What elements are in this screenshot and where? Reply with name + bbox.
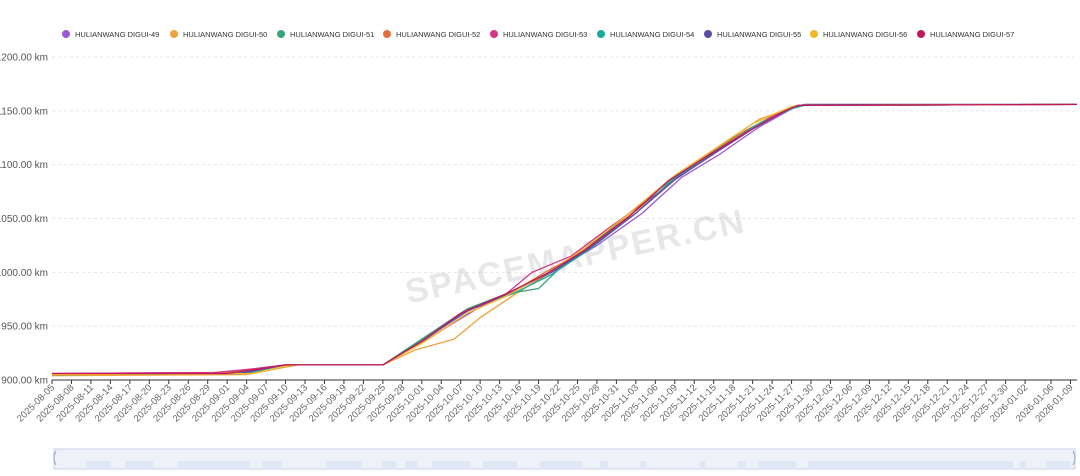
data-zoom-slider[interactable] bbox=[53, 448, 1076, 470]
grid-lines bbox=[52, 56, 1077, 327]
legend-label[interactable]: HULIANWANG DIGUI-57 bbox=[930, 30, 1014, 39]
y-axis: 900.00 km 950.00 km 1000.00 km 1050.00 km 11… bbox=[0, 53, 48, 387]
y-tick-label: 950.00 km bbox=[1, 322, 48, 333]
legend-marker[interactable] bbox=[917, 30, 925, 38]
slider-preview-bar bbox=[640, 461, 646, 469]
legend-marker[interactable] bbox=[490, 30, 498, 38]
x-axis: 2025-08-052025-08-082025-08-112025-08-14… bbox=[15, 379, 1077, 424]
slider-preview-bar bbox=[382, 461, 396, 469]
legend-marker[interactable] bbox=[383, 30, 391, 38]
slider-preview-bar bbox=[600, 461, 608, 469]
slider-preview-bar bbox=[700, 461, 705, 469]
y-tick-label: 1200.00 km bbox=[0, 53, 48, 64]
slider-preview-bar bbox=[178, 461, 250, 469]
legend-label[interactable]: HULIANWANG DIGUI-53 bbox=[503, 30, 587, 39]
slider-preview-bar bbox=[125, 461, 153, 469]
slider-right-handle[interactable] bbox=[1072, 450, 1076, 466]
legend-marker[interactable] bbox=[597, 30, 605, 38]
slider-preview-bar bbox=[808, 461, 1013, 469]
legend-label[interactable]: HULIANWANG DIGUI-54 bbox=[610, 30, 694, 39]
legend-label[interactable]: HULIANWANG DIGUI-51 bbox=[290, 30, 374, 39]
legend-marker[interactable] bbox=[704, 30, 712, 38]
legend-marker[interactable] bbox=[810, 30, 818, 38]
legend-label[interactable]: HULIANWANG DIGUI-50 bbox=[183, 30, 267, 39]
series-lines bbox=[51, 103, 1078, 377]
slider-preview-bar bbox=[1046, 461, 1070, 469]
legend-label[interactable]: HULIANWANG DIGUI-55 bbox=[717, 30, 801, 39]
slider-left-handle[interactable] bbox=[53, 450, 57, 466]
y-tick-label: 1150.00 km bbox=[0, 106, 48, 117]
y-tick-label: 1100.00 km bbox=[0, 160, 48, 171]
legend-marker[interactable] bbox=[277, 30, 285, 38]
legend-label[interactable]: HULIANWANG DIGUI-52 bbox=[396, 30, 480, 39]
y-tick-label: 1050.00 km bbox=[0, 214, 48, 225]
slider-preview-bar bbox=[738, 461, 746, 469]
legend-marker[interactable] bbox=[170, 30, 178, 38]
series-line-9 bbox=[52, 103, 1078, 375]
slider-preview-bar bbox=[1020, 461, 1026, 469]
slider-preview-bar bbox=[86, 461, 111, 469]
slider-preview-bar bbox=[758, 461, 796, 469]
slider-preview-bar bbox=[432, 461, 470, 469]
legend-marker[interactable] bbox=[62, 30, 70, 38]
slider-preview-bar bbox=[262, 461, 282, 469]
y-tick-label: 900.00 km bbox=[1, 376, 48, 387]
slider-preview-bar bbox=[405, 461, 417, 469]
y-tick-label: 1000.00 km bbox=[0, 268, 48, 279]
slider-preview-bar bbox=[540, 461, 582, 469]
slider-preview-bar bbox=[326, 461, 362, 469]
legend: HULIANWANG DIGUI-49 HULIANWANG DIGUI-50 HU… bbox=[62, 30, 1014, 39]
legend-label[interactable]: HULIANWANG DIGUI-56 bbox=[823, 30, 907, 39]
slider-preview-bar bbox=[483, 461, 517, 469]
legend-label[interactable]: HULIANWANG DIGUI-49 bbox=[75, 30, 159, 39]
